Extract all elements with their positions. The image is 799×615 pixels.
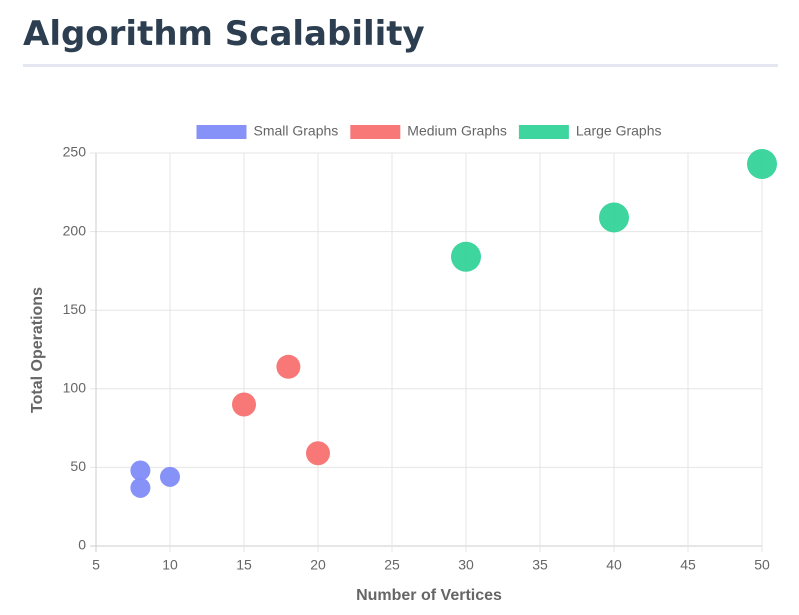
bubble	[130, 460, 151, 481]
y-tick-label: 250	[63, 144, 87, 160]
bubble	[306, 441, 330, 466]
y-tick-label: 100	[63, 380, 87, 396]
page-title: Algorithm Scalability	[23, 0, 778, 67]
x-tick-label: 35	[532, 557, 548, 573]
x-tick-label: 5	[92, 557, 100, 573]
y-axis-title: Total Operations	[29, 287, 46, 413]
y-tick-label: 200	[63, 222, 87, 238]
x-tick-label: 15	[236, 557, 252, 573]
x-axis-title: Number of Vertices	[356, 587, 502, 604]
x-tick-label: 45	[680, 557, 696, 573]
x-tick-label: 50	[754, 557, 770, 573]
bubble	[276, 354, 301, 379]
x-tick-label: 40	[606, 557, 622, 573]
bubble	[130, 477, 151, 498]
legend-label: Medium Graphs	[407, 123, 507, 139]
legend-label: Large Graphs	[576, 123, 662, 139]
bubble	[599, 202, 629, 233]
bubble	[160, 466, 180, 487]
bubble	[747, 149, 777, 180]
bubble	[232, 392, 256, 417]
legend-swatch	[196, 125, 247, 139]
x-tick-label: 25	[384, 557, 400, 573]
bubble	[451, 241, 481, 272]
y-tick-label: 0	[78, 537, 86, 553]
y-tick-label: 150	[63, 301, 87, 317]
x-tick-label: 30	[458, 557, 474, 573]
x-tick-label: 20	[310, 557, 326, 573]
legend-swatch	[350, 125, 401, 139]
y-tick-label: 50	[70, 458, 86, 474]
legend-label: Small Graphs	[253, 123, 338, 139]
x-tick-label: 10	[162, 557, 178, 573]
legend-swatch	[518, 125, 569, 139]
